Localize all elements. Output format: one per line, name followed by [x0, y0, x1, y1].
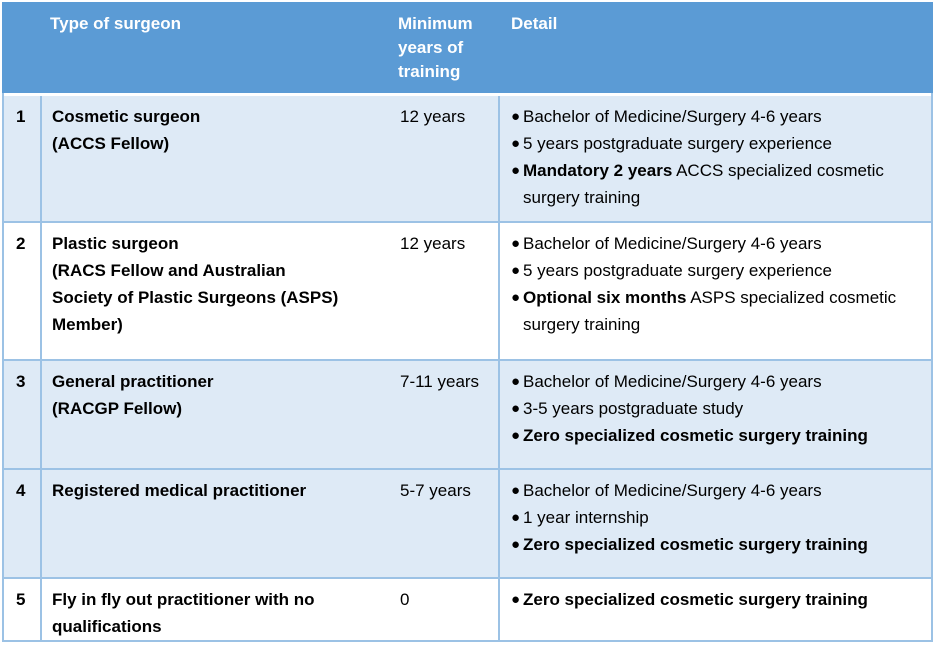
minimum-years-cell: 0	[394, 579, 500, 640]
bullet-icon: ●	[511, 427, 521, 444]
bullet-icon: ●	[511, 482, 521, 499]
detail-text-bold: Mandatory 2 years	[523, 161, 673, 180]
surgeon-type-cell: Registered medical practitioner	[52, 481, 307, 500]
detail-cell: ● Bachelor of Medicine/Surgery 4-6 years ●…	[500, 223, 931, 359]
header-number-column	[2, 2, 40, 93]
header-detail: Detail	[511, 14, 558, 33]
surgeon-training-table: Type of surgeon Minimum years of trainin…	[2, 2, 933, 642]
bullet-icon: ●	[511, 262, 521, 279]
detail-text: Bachelor of Medicine/Surgery 4-6 years	[523, 107, 822, 126]
detail-text: 5 years postgraduate surgery experience	[523, 134, 833, 153]
detail-text-bold: Optional six months	[523, 288, 687, 307]
detail-cell: ● Bachelor of Medicine/Surgery 4-6 years ●…	[500, 470, 931, 577]
detail-bullet-item: ● Zero specialized cosmetic surgery train…	[500, 586, 923, 613]
row-number-cell: 3	[4, 361, 42, 468]
detail-text-bold: Zero specialized cosmetic surgery traini…	[523, 535, 868, 554]
detail-cell: ● Bachelor of Medicine/Surgery 4-6 years ●…	[500, 361, 931, 468]
row-number-cell: 2	[4, 223, 42, 359]
surgeon-type-cell: Fly in fly out practitioner with no qual…	[52, 590, 315, 636]
table-row: 2 Plastic surgeon (RACS Fellow and Austra…	[4, 221, 931, 359]
detail-bullet-text: 1 year internship	[523, 504, 923, 531]
bullet-icon: ●	[511, 373, 521, 390]
detail-bullet-item: ● 3-5 years postgraduate study	[500, 395, 923, 422]
header-minimum-years: Minimum years of training	[398, 14, 473, 81]
bullet-icon: ●	[511, 400, 521, 417]
detail-cell: ● Zero specialized cosmetic surgery train…	[500, 579, 931, 640]
detail-bullet-text: Bachelor of Medicine/Surgery 4-6 years	[523, 103, 923, 130]
detail-text: 3-5 years postgraduate study	[523, 399, 744, 418]
minimum-years-cell: 7-11 years	[394, 361, 500, 468]
detail-bullet-item: ● Bachelor of Medicine/Surgery 4-6 years	[500, 103, 923, 130]
detail-text: 1 year internship	[523, 508, 649, 527]
table-row: 4 Registered medical practitioner 5-7 year…	[4, 468, 931, 577]
detail-bullet-text: Zero specialized cosmetic surgery traini…	[523, 531, 923, 558]
row-number-cell: 4	[4, 470, 42, 577]
detail-bullet-text: Bachelor of Medicine/Surgery 4-6 years	[523, 230, 923, 257]
detail-bullet-text: Bachelor of Medicine/Surgery 4-6 years	[523, 368, 923, 395]
bullet-icon: ●	[511, 536, 521, 553]
bullet-icon: ●	[511, 509, 521, 526]
bullet-icon: ●	[511, 591, 521, 608]
bullet-icon: ●	[511, 135, 521, 152]
detail-text: ACCS specialized cosmetic surgery traini…	[523, 161, 884, 207]
minimum-years-cell: 5-7 years	[394, 470, 500, 577]
detail-bullet-item: ● Bachelor of Medicine/Surgery 4-6 years	[500, 368, 923, 395]
detail-text: Bachelor of Medicine/Surgery 4-6 years	[523, 234, 822, 253]
table-header-row: Type of surgeon Minimum years of trainin…	[2, 2, 933, 93]
bullet-icon: ●	[511, 162, 521, 179]
detail-text: Bachelor of Medicine/Surgery 4-6 years	[523, 372, 822, 391]
detail-bullet-text: Optional six months ASPS specialized cos…	[523, 284, 923, 338]
minimum-years-cell: 12 years	[394, 223, 500, 359]
detail-bullet-text: Bachelor of Medicine/Surgery 4-6 years	[523, 477, 923, 504]
detail-bullet-item: ● Zero specialized cosmetic surgery train…	[500, 422, 923, 449]
detail-text: 5 years postgraduate surgery experience	[523, 261, 833, 280]
header-type-of-surgeon: Type of surgeon	[50, 14, 181, 33]
detail-bullet-item: ● Bachelor of Medicine/Surgery 4-6 years	[500, 230, 923, 257]
detail-text-bold: Zero specialized cosmetic surgery traini…	[523, 426, 868, 445]
table-row: 5 Fly in fly out practitioner with no qua…	[4, 577, 931, 640]
surgeon-type-cell: Plastic surgeon (RACS Fellow and Austral…	[52, 234, 339, 334]
detail-text: ASPS specialized cosmetic surgery traini…	[523, 288, 897, 334]
detail-bullet-item: ● 5 years postgraduate surgery experience	[500, 130, 923, 157]
detail-bullet-text: 3-5 years postgraduate study	[523, 395, 923, 422]
table-row: 1 Cosmetic surgeon (ACCS Fellow) 12 years ●…	[4, 93, 931, 221]
detail-bullet-text: 5 years postgraduate surgery experience	[523, 130, 923, 157]
minimum-years-cell: 12 years	[394, 96, 500, 221]
bullet-icon: ●	[511, 108, 521, 125]
row-number-cell: 1	[4, 96, 42, 221]
detail-text: Bachelor of Medicine/Surgery 4-6 years	[523, 481, 822, 500]
detail-bullet-item: ● Mandatory 2 years ACCS specialized cosm…	[500, 157, 923, 211]
detail-bullet-item: ● 1 year internship	[500, 504, 923, 531]
detail-bullet-item: ● Bachelor of Medicine/Surgery 4-6 years	[500, 477, 923, 504]
detail-bullet-item: ● Optional six months ASPS specialized co…	[500, 284, 923, 338]
table-row: 3 General practitioner (RACGP Fellow) 7-11…	[4, 359, 931, 468]
detail-bullet-text: Zero specialized cosmetic surgery traini…	[523, 422, 923, 449]
bullet-icon: ●	[511, 235, 521, 252]
detail-bullet-text: Zero specialized cosmetic surgery traini…	[523, 586, 923, 613]
surgeon-type-cell: General practitioner (RACGP Fellow)	[52, 372, 214, 418]
surgeon-type-cell: Cosmetic surgeon (ACCS Fellow)	[52, 107, 201, 153]
detail-bullet-item: ● 5 years postgraduate surgery experience	[500, 257, 923, 284]
row-number-cell: 5	[4, 579, 42, 640]
detail-cell: ● Bachelor of Medicine/Surgery 4-6 years ●…	[500, 96, 931, 221]
detail-bullet-text: Mandatory 2 years ACCS specialized cosme…	[523, 157, 923, 211]
table-body: 1 Cosmetic surgeon (ACCS Fellow) 12 years ●…	[2, 93, 933, 642]
detail-bullet-text: 5 years postgraduate surgery experience	[523, 257, 923, 284]
detail-text-bold: Zero specialized cosmetic surgery traini…	[523, 590, 868, 609]
detail-bullet-item: ● Zero specialized cosmetic surgery train…	[500, 531, 923, 558]
bullet-icon: ●	[511, 289, 521, 306]
